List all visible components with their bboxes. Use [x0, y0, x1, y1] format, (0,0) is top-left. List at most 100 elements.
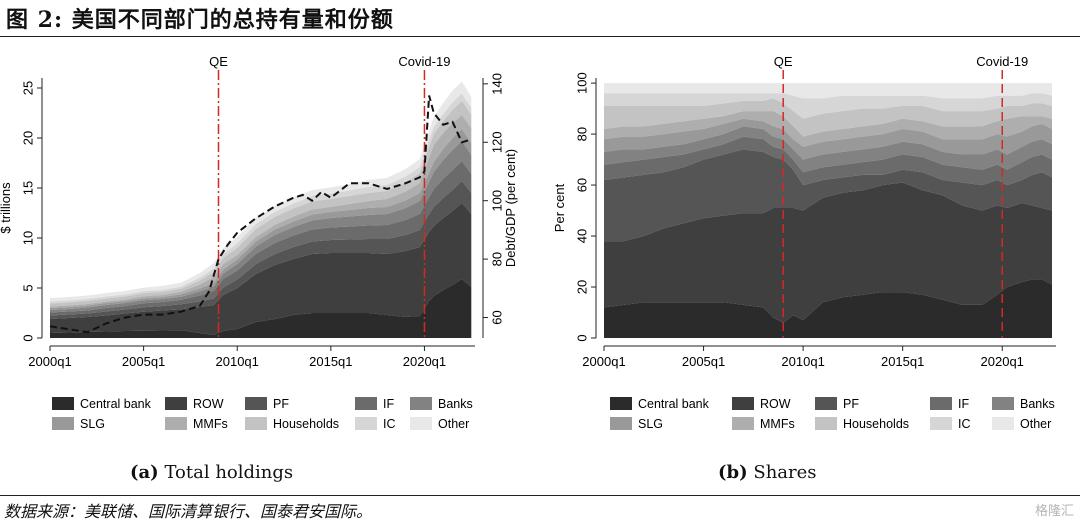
legend-label-banks: Banks — [438, 397, 473, 411]
legend-swatch-pf — [815, 397, 837, 410]
caption-b: (b) Shares — [718, 462, 817, 483]
legend-swatch-banks — [992, 397, 1014, 410]
area-central-bank — [50, 279, 472, 338]
watermark-logo: 格隆汇 — [1034, 504, 1074, 519]
legend-swatch-row — [165, 397, 187, 410]
legend-swatch-row — [732, 397, 754, 410]
legend-label-households: Households — [843, 417, 909, 431]
y-tick-label: 10 — [21, 231, 36, 245]
caption-a-label: (a) — [130, 462, 159, 483]
y2-tick-label: 140 — [490, 73, 505, 95]
legend-label-mmfs: MMFs — [760, 417, 795, 431]
x-tick-label: 2020q1 — [981, 354, 1024, 369]
legend-swatch-if — [930, 397, 952, 410]
caption-b-text: Shares — [753, 462, 817, 483]
debt-gdp-line — [49, 95, 472, 334]
legend-swatch-central-bank — [610, 397, 632, 410]
x-tick-label: 2015q1 — [881, 354, 924, 369]
x-tick-label: 2010q1 — [781, 354, 824, 369]
chart-total-holdings: 0 5 10 15 20 25 2000q1 2005q1 2010q1 2015q1 2020q1… — [0, 54, 518, 431]
x-tick-label: 2005q1 — [122, 354, 165, 369]
legend-swatch-households — [815, 417, 837, 430]
top-rule — [0, 36, 1080, 37]
area-row — [50, 203, 472, 335]
y-tick-label: 40 — [575, 229, 590, 243]
y-tick-label: 60 — [575, 178, 590, 192]
figure-title: 图 2: 美国不同部门的总持有量和份额 — [6, 7, 394, 33]
event-label-qe: QE — [209, 54, 228, 69]
area-if — [50, 161, 472, 316]
y-tick-label: 80 — [575, 127, 590, 141]
legend-swatch-mmfs — [165, 417, 187, 430]
bottom-rule — [0, 495, 1080, 496]
y2-tick-label: 80 — [490, 252, 505, 266]
y-tick-label: 5 — [21, 284, 36, 291]
x-tick-label: 2015q1 — [309, 354, 352, 369]
y-tick-label: 20 — [575, 280, 590, 294]
source-note: 数据来源：美联储、国际清算银行、国泰君安国际。 — [4, 502, 373, 521]
y-tick-label: 25 — [21, 81, 36, 95]
legend-swatch-pf — [245, 397, 267, 410]
event-label-qe: QE — [774, 54, 793, 69]
y-axis-label: $ trillions — [0, 182, 13, 234]
chart-shares: 0 20 40 60 80 100 2000q1 2005q1 2010q1 2015q1 2020… — [552, 54, 1056, 431]
legend-label-row: ROW — [193, 397, 224, 411]
legend-label-slg: SLG — [80, 417, 105, 431]
y-tick-label: 20 — [21, 131, 36, 145]
area-row — [604, 182, 1052, 323]
y-tick-label: 0 — [575, 334, 590, 341]
legend-swatch-ic — [930, 417, 952, 430]
y2-axis-label: Debt/GDP (per cent) — [503, 149, 518, 267]
legend-label-pf: PF — [843, 397, 859, 411]
legend-label-if: IF — [383, 397, 394, 411]
legend-label-central-bank: Central bank — [638, 397, 710, 411]
x-tick-label: 2000q1 — [28, 354, 71, 369]
x-tick-label: 2000q1 — [582, 354, 625, 369]
area-slg — [604, 118, 1052, 160]
y-tick-label: 15 — [21, 181, 36, 195]
y2-tick-label: 120 — [490, 131, 505, 153]
area-mmfs — [604, 111, 1052, 147]
legend-label-slg: SLG — [638, 417, 663, 431]
area-households — [604, 98, 1052, 137]
legend-swatch-households — [245, 417, 267, 430]
caption-a: (a) Total holdings — [130, 462, 293, 483]
legend-label-banks: Banks — [1020, 397, 1055, 411]
legend-label-if: IF — [958, 397, 969, 411]
legend-label-row: ROW — [760, 397, 791, 411]
x-tick-label: 2020q1 — [403, 354, 446, 369]
area-central-bank — [604, 279, 1052, 338]
legend-label-ic: IC — [958, 417, 971, 431]
legend-swatch-slg — [52, 417, 74, 430]
event-label-covid-19: Covid-19 — [976, 54, 1028, 69]
legend-swatch-other — [992, 417, 1014, 430]
area-pf — [604, 149, 1052, 242]
legend-label-other: Other — [1020, 417, 1051, 431]
y2-tick-label: 60 — [490, 310, 505, 324]
area-pf — [50, 181, 472, 319]
legend-label-ic: IC — [383, 417, 396, 431]
legend-swatch-ic — [355, 417, 377, 430]
legend-swatch-if — [355, 397, 377, 410]
y-tick-label: 0 — [21, 334, 36, 341]
x-tick-label: 2010q1 — [216, 354, 259, 369]
legend-swatch-other — [410, 417, 432, 430]
caption-a-text: Total holdings — [164, 462, 294, 483]
y-tick-label: 100 — [575, 72, 590, 94]
legend-label-pf: PF — [273, 397, 289, 411]
y-axis-label: Per cent — [552, 183, 567, 232]
caption-b-label: (b) — [718, 462, 748, 483]
area-other — [604, 83, 1052, 99]
y2-tick-label: 100 — [490, 190, 505, 212]
area-banks — [604, 126, 1052, 173]
event-label-covid-19: Covid-19 — [398, 54, 450, 69]
legend-swatch-slg — [610, 417, 632, 430]
area-if — [604, 136, 1052, 186]
legend-swatch-mmfs — [732, 417, 754, 430]
legend-label-central-bank: Central bank — [80, 397, 152, 411]
legend-label-mmfs: MMFs — [193, 417, 228, 431]
legend-swatch-central-bank — [52, 397, 74, 410]
x-tick-label: 2005q1 — [682, 354, 725, 369]
legend-swatch-banks — [410, 397, 432, 410]
area-ic — [604, 93, 1052, 119]
